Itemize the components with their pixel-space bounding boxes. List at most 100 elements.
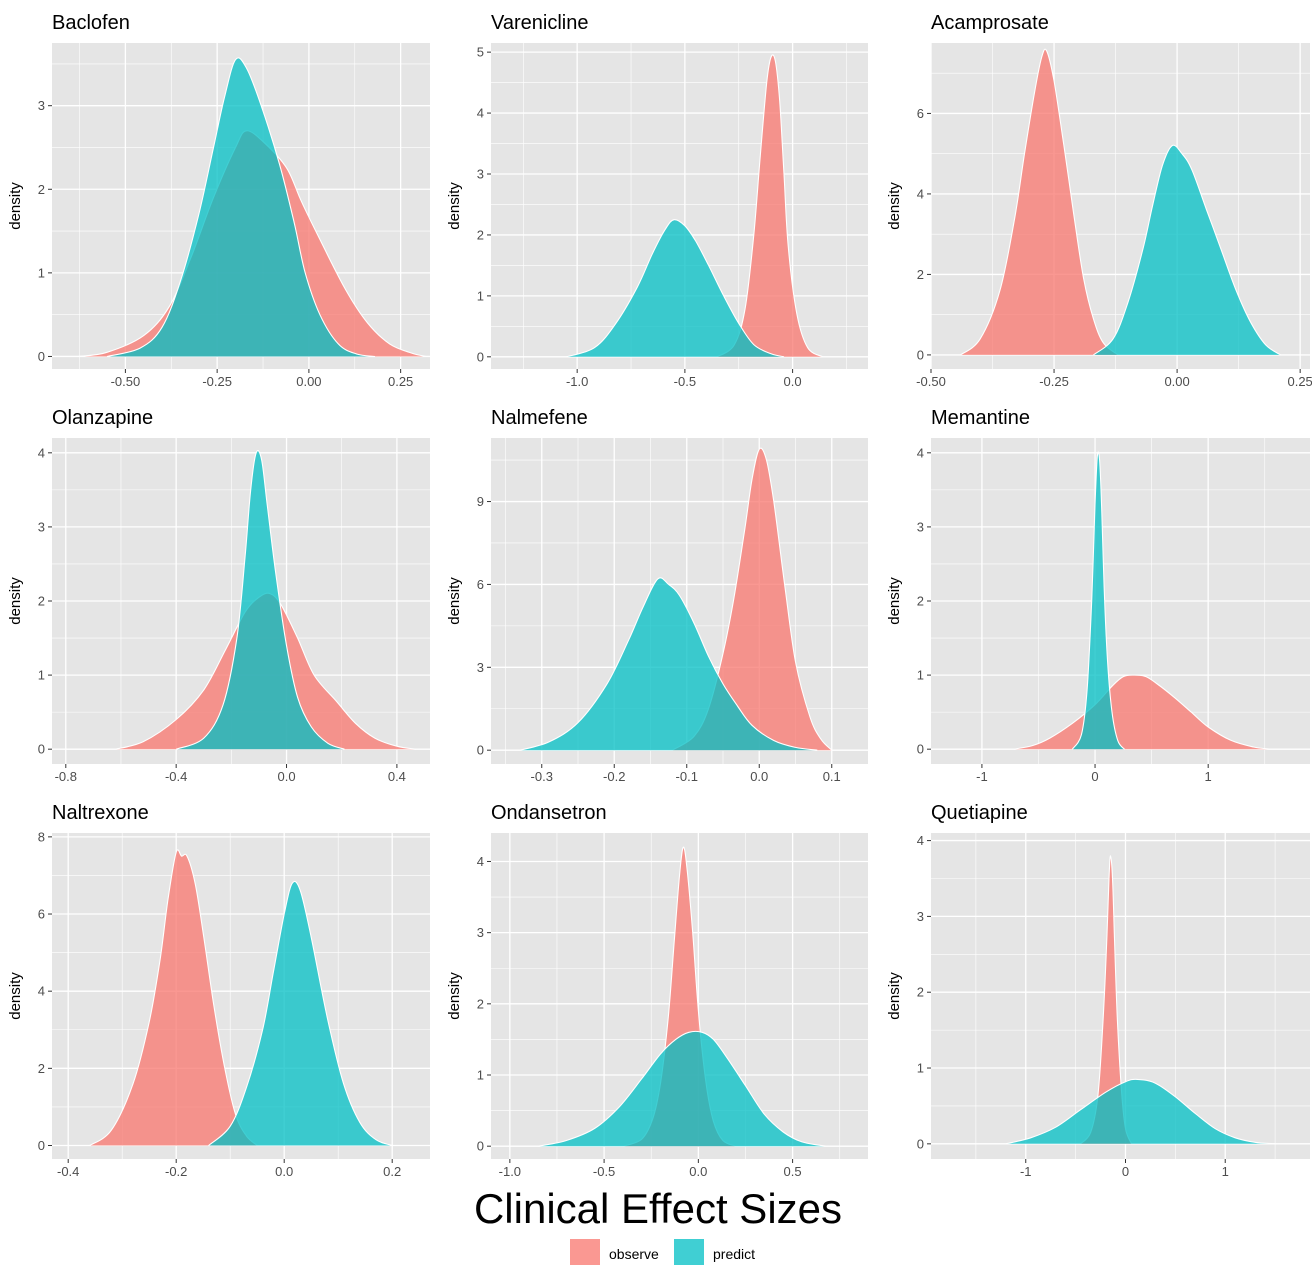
panel-acamprosate: -0.50 -0.25 0.00 0.25 0 2 4 6 Acamprosate density	[886, 12, 1312, 389]
x-tick-label: 0.1	[823, 769, 841, 784]
x-tick-label: -0.8	[55, 769, 77, 784]
y-axis-label: density	[7, 577, 24, 625]
density-outline-predict	[519, 577, 818, 751]
x-tick-label: 0.25	[1287, 374, 1312, 389]
x-tick-label: -0.2	[603, 769, 625, 784]
panel-background	[931, 43, 1310, 369]
y-tick-label: 3	[477, 167, 484, 182]
panel-olanzapine: -0.8 -0.4 0.0 0.4 0 1 2 3 4 Olanzapine density	[7, 407, 430, 784]
x-tick-label: -0.5	[674, 374, 696, 389]
panel-varenicline: -1.0 -0.5 0.0 0 1 2 3 4 5 Varenicline density	[446, 12, 868, 389]
y-tick-label: 0	[38, 1138, 45, 1153]
panel-baclofen: -0.50 -0.25 0.00 0.25 0 1 2 3 Baclofen density	[7, 12, 430, 389]
x-tick-label: 0.0	[689, 1164, 707, 1179]
legend-label-predict: predict	[713, 1246, 755, 1262]
y-tick-label: 4	[917, 833, 924, 848]
y-axis-label: density	[886, 182, 903, 230]
y-tick-label: 1	[38, 668, 45, 683]
y-tick-label: 3	[38, 98, 45, 113]
density-area-predict	[107, 57, 375, 357]
density-outline-predict	[537, 1030, 827, 1147]
panel-quetiapine: -1 0 1 0 1 2 3 4 Quetiapine density	[886, 802, 1310, 1179]
y-tick-label: 0	[477, 349, 484, 364]
density-outline-observe	[716, 54, 824, 358]
x-tick-label: -1	[1020, 1164, 1032, 1179]
x-tick-label: -1.0	[566, 374, 588, 389]
y-tick-label: 0	[38, 349, 45, 364]
y-tick-label: 2	[477, 227, 484, 242]
x-axis-title: Clinical Effect Sizes	[474, 1185, 842, 1232]
y-tick-label: 1	[477, 1068, 484, 1083]
density-area-predict	[1072, 451, 1125, 750]
y-tick-label: 4	[917, 186, 924, 201]
x-tick-label: 0.4	[388, 769, 406, 784]
y-tick-label: 3	[917, 519, 924, 534]
density-area-observe	[672, 448, 832, 751]
x-tick-label: 1	[1222, 1164, 1229, 1179]
density-area-predict	[566, 219, 784, 357]
density-outline-predict	[208, 880, 393, 1147]
panel-title: Ondansetron	[491, 802, 607, 824]
y-tick-label: 3	[38, 519, 45, 534]
x-tick-label: -0.25	[1039, 374, 1069, 389]
x-tick-label: 0.25	[388, 374, 413, 389]
y-tick-label: 3	[477, 925, 484, 940]
density-area-predict	[520, 577, 818, 751]
y-tick-label: 4	[38, 984, 45, 999]
x-tick-label: 0	[1091, 769, 1098, 784]
y-tick-label: 8	[38, 829, 45, 844]
y-tick-label: 5	[477, 45, 484, 60]
y-tick-label: 4	[477, 106, 484, 121]
y-tick-label: 0	[917, 347, 924, 362]
y-axis-label: density	[7, 972, 24, 1020]
y-tick-label: 0	[477, 743, 484, 758]
density-area-observe	[717, 54, 823, 357]
panel-title: Naltrexone	[52, 802, 149, 824]
y-tick-label: 1	[917, 1061, 924, 1076]
legend-label-observe: observe	[609, 1246, 659, 1262]
panel-nalmefene: -0.3 -0.2 -0.1 0.0 0.1 0 3 6 9 Nalmefene density	[446, 407, 868, 784]
panel-title: Varenicline	[491, 12, 588, 34]
y-tick-label: 2	[917, 267, 924, 282]
density-area-predict	[1093, 145, 1281, 355]
x-tick-label: -0.1	[676, 769, 698, 784]
y-tick-label: 2	[477, 996, 484, 1011]
x-tick-label: -1	[976, 769, 988, 784]
y-tick-label: 2	[917, 985, 924, 1000]
y-tick-label: 0	[917, 1136, 924, 1151]
y-tick-label: 4	[917, 445, 924, 460]
panel-title: Olanzapine	[52, 407, 153, 429]
x-tick-label: 0.00	[296, 374, 321, 389]
y-tick-label: 0	[38, 742, 45, 757]
y-tick-label: 1	[38, 265, 45, 280]
density-area-predict	[208, 881, 393, 1146]
x-tick-label: 0.5	[784, 1164, 802, 1179]
y-axis-label: density	[446, 972, 463, 1020]
legend-swatch-predict	[674, 1239, 704, 1265]
density-area-predict	[1005, 1079, 1276, 1144]
panel-title: Memantine	[931, 407, 1030, 429]
y-tick-label: 2	[917, 594, 924, 609]
x-tick-label: -1.0	[499, 1164, 521, 1179]
x-tick-label: 0.0	[277, 769, 295, 784]
density-outline-observe	[960, 48, 1119, 356]
legend-swatch-observe	[570, 1239, 600, 1265]
y-tick-label: 6	[38, 907, 45, 922]
y-tick-label: 6	[477, 577, 484, 592]
y-tick-label: 3	[477, 660, 484, 675]
density-outline-predict	[1071, 451, 1125, 750]
y-tick-label: 2	[38, 1061, 45, 1076]
density-outline-observe	[89, 849, 258, 1146]
density-outline-predict	[1005, 1078, 1276, 1145]
y-tick-label: 2	[38, 182, 45, 197]
legend: observe predict	[570, 1239, 755, 1265]
density-area-predict	[538, 1031, 827, 1147]
panel-title: Quetiapine	[931, 802, 1028, 824]
x-tick-label: 0.00	[1164, 374, 1189, 389]
x-tick-label: -0.25	[202, 374, 232, 389]
y-tick-label: 6	[917, 106, 924, 121]
x-tick-label: 0	[1122, 1164, 1129, 1179]
density-outline-predict	[566, 219, 785, 358]
density-outline-predict	[1093, 144, 1281, 356]
